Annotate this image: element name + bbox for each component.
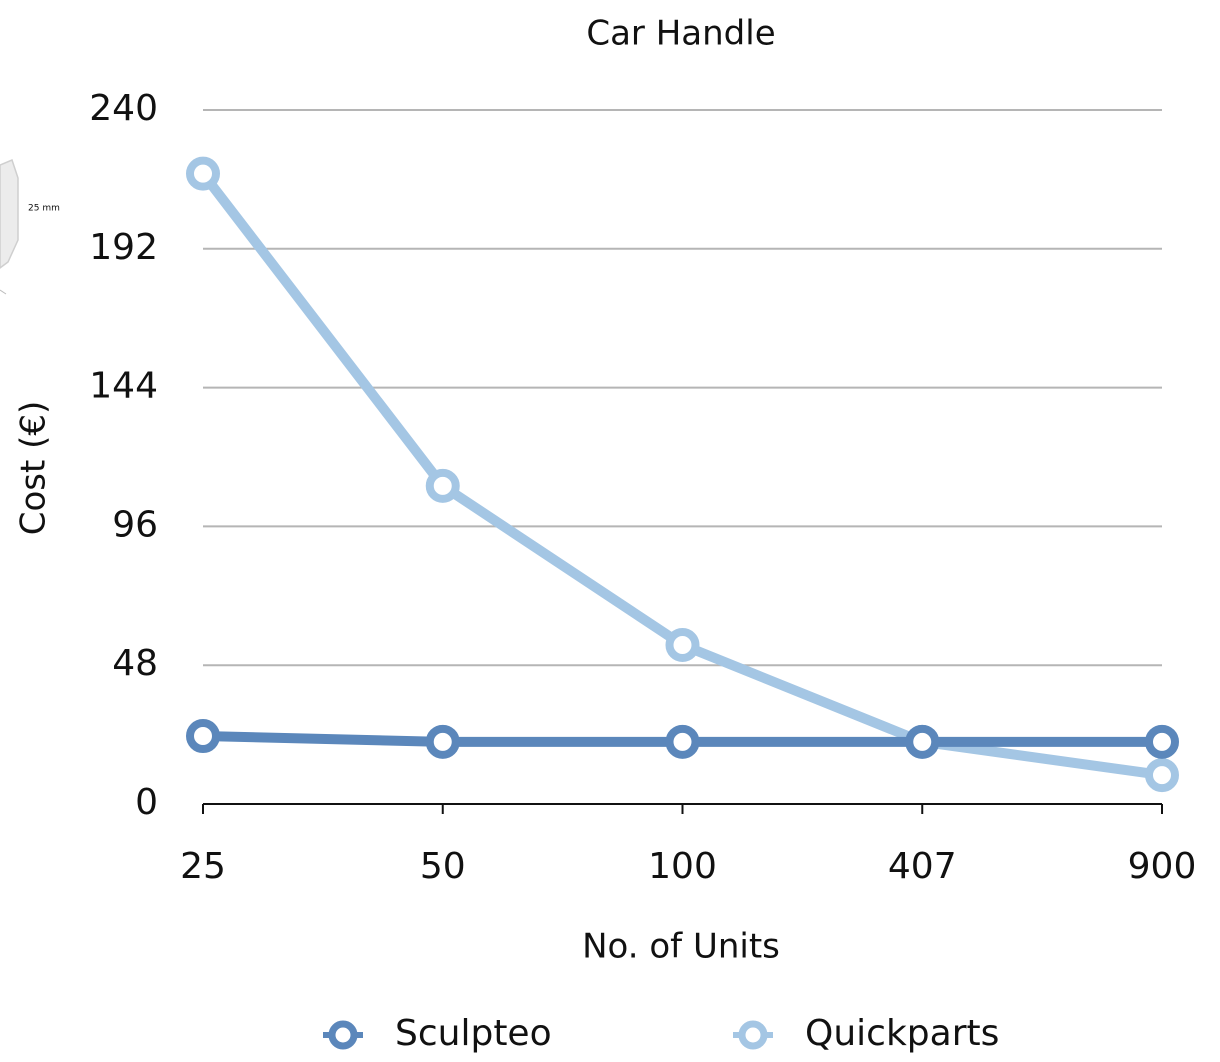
x-tick-label: 100 bbox=[648, 846, 717, 887]
series-line bbox=[199, 170, 1163, 781]
legend-label: Quickparts bbox=[805, 1013, 999, 1054]
x-tick-label: 407 bbox=[888, 846, 957, 887]
point-marker bbox=[425, 724, 460, 759]
y-tick-label: 240 bbox=[89, 88, 158, 129]
point-marker bbox=[1145, 758, 1179, 793]
point-marker bbox=[905, 724, 940, 759]
x-tick-label: 25 bbox=[180, 846, 226, 887]
legend-marker bbox=[328, 1020, 358, 1050]
y-tick-label: 48 bbox=[112, 643, 158, 684]
y-tick-label: 144 bbox=[89, 366, 158, 407]
legend-marker bbox=[738, 1020, 768, 1050]
x-tick-label: 50 bbox=[420, 846, 466, 887]
y-tick-label: 96 bbox=[112, 504, 158, 545]
chart-title: Car Handle bbox=[586, 14, 775, 54]
annotation: 25 mm bbox=[28, 204, 60, 214]
point-marker bbox=[665, 627, 700, 662]
image-fragment bbox=[0, 158, 19, 295]
point-marker bbox=[425, 468, 460, 503]
y-axis-title: Cost (€) bbox=[14, 401, 54, 536]
y-tick-label: 192 bbox=[89, 227, 158, 268]
x-tick-label: 900 bbox=[1128, 846, 1197, 887]
legend-label: Sculpteo bbox=[395, 1013, 552, 1054]
point-marker bbox=[186, 719, 220, 754]
x-axis-title: No. of Units bbox=[582, 927, 780, 967]
point-marker bbox=[665, 724, 700, 759]
point-marker bbox=[1145, 724, 1179, 759]
point-marker bbox=[186, 156, 220, 191]
y-tick-label: 0 bbox=[135, 782, 158, 823]
